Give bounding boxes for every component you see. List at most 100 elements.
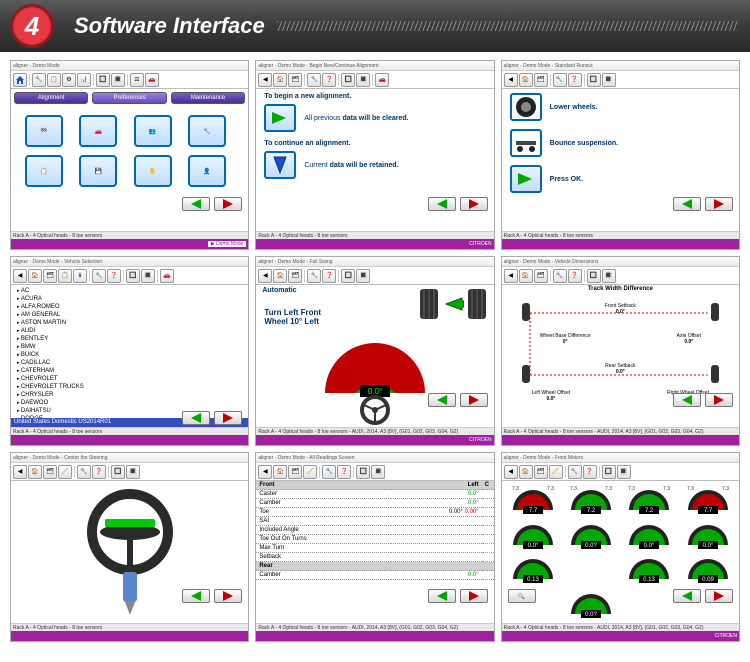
tab-alignment[interactable]: Alignment xyxy=(14,92,88,104)
menu-icon[interactable]: 👥 xyxy=(134,115,172,147)
tool-icon[interactable]: 🔳 xyxy=(356,269,370,283)
list-item[interactable]: BENTLEY xyxy=(17,335,242,343)
tool-icon[interactable]: 🔲 xyxy=(356,465,370,479)
tool-icon[interactable]: 🚗 xyxy=(375,73,389,87)
tool-icon[interactable]: ❓ xyxy=(568,269,582,283)
tool-icon[interactable]: 🔲 xyxy=(126,269,140,283)
tool-icon[interactable]: 🔳 xyxy=(617,465,631,479)
list-item[interactable]: AUDI xyxy=(17,327,242,335)
tool-icon[interactable]: 🔲 xyxy=(587,73,601,87)
tool-icon[interactable]: 📊 xyxy=(77,73,91,87)
home-icon[interactable]: 🏠 xyxy=(519,269,533,283)
tool-icon[interactable]: 🔧 xyxy=(32,73,46,87)
tool-icon[interactable]: 🔳 xyxy=(141,269,155,283)
tool-icon[interactable]: 🔳 xyxy=(602,269,616,283)
next-button[interactable] xyxy=(460,393,488,407)
list-item[interactable]: ACURA xyxy=(17,295,242,303)
list-item[interactable]: ASTON MARTIN xyxy=(17,319,242,327)
list-item[interactable]: CATERHAM xyxy=(17,367,242,375)
home-icon[interactable]: 🏠 xyxy=(273,73,287,87)
back-button[interactable] xyxy=(428,393,456,407)
back-button[interactable] xyxy=(673,393,701,407)
tool-icon[interactable]: ⚖ xyxy=(130,73,144,87)
next-button[interactable] xyxy=(460,589,488,603)
tool-icon[interactable]: 🔲 xyxy=(602,465,616,479)
info-icon[interactable]: ℹ xyxy=(73,269,87,283)
tool-icon[interactable]: ❓ xyxy=(568,73,582,87)
tool-icon[interactable]: 🗂 xyxy=(288,269,302,283)
menu-icon[interactable]: ✋ xyxy=(134,155,172,187)
back-button[interactable] xyxy=(182,411,210,425)
tool-icon[interactable]: ⚙ xyxy=(62,73,76,87)
tool-icon[interactable]: 🗂 xyxy=(534,73,548,87)
next-button[interactable] xyxy=(705,393,733,407)
list-item[interactable]: CADILLAC xyxy=(17,359,242,367)
tool-icon[interactable]: 🧹 xyxy=(58,465,72,479)
back-icon[interactable]: ◀ xyxy=(258,465,272,479)
tool-icon[interactable]: 🔳 xyxy=(371,465,385,479)
tool-icon[interactable]: 🔲 xyxy=(96,73,110,87)
tool-icon[interactable]: 🔧 xyxy=(307,269,321,283)
tool-icon[interactable]: ❓ xyxy=(107,269,121,283)
tool-icon[interactable]: 🚗 xyxy=(160,269,174,283)
back-icon[interactable]: ◀ xyxy=(13,465,27,479)
next-button[interactable] xyxy=(460,197,488,211)
home-icon[interactable] xyxy=(13,73,27,87)
tool-icon[interactable]: 🔧 xyxy=(553,73,567,87)
tool-icon[interactable]: 🔳 xyxy=(602,73,616,87)
tool-icon[interactable]: 🗂 xyxy=(288,465,302,479)
list-item[interactable]: CHEVROLET xyxy=(17,375,242,383)
tool-icon[interactable]: 🔧 xyxy=(307,73,321,87)
back-icon[interactable]: ◀ xyxy=(258,73,272,87)
next-button[interactable] xyxy=(705,197,733,211)
menu-icon[interactable]: 🚗 xyxy=(79,115,117,147)
home-icon[interactable]: 🏠 xyxy=(519,465,533,479)
home-icon[interactable]: 🏠 xyxy=(28,269,42,283)
home-icon[interactable]: 🏠 xyxy=(273,269,287,283)
list-item[interactable]: DAEWOO xyxy=(17,399,242,407)
tool-icon[interactable]: ❓ xyxy=(583,465,597,479)
tool-icon[interactable]: 🧹 xyxy=(549,465,563,479)
tool-icon[interactable]: 🔧 xyxy=(77,465,91,479)
menu-icon[interactable]: 🔧 xyxy=(188,115,226,147)
continue-alignment-button[interactable] xyxy=(264,151,296,179)
back-icon[interactable]: ◀ xyxy=(504,73,518,87)
back-button[interactable] xyxy=(182,589,210,603)
home-icon[interactable]: 🏠 xyxy=(519,73,533,87)
tool-icon[interactable]: 🗂 xyxy=(43,269,57,283)
list-item[interactable]: CHRYSLER xyxy=(17,391,242,399)
next-button[interactable] xyxy=(214,411,242,425)
list-item[interactable]: ALFA ROMEO xyxy=(17,303,242,311)
tool-icon[interactable]: ❓ xyxy=(322,269,336,283)
menu-icon[interactable]: 💾 xyxy=(79,155,117,187)
menu-icon[interactable]: 📋 xyxy=(25,155,63,187)
next-button[interactable] xyxy=(214,589,242,603)
back-icon[interactable]: ◀ xyxy=(13,269,27,283)
tool-icon[interactable]: ❓ xyxy=(337,465,351,479)
tool-icon[interactable]: 🚗 xyxy=(145,73,159,87)
tool-icon[interactable]: 🔲 xyxy=(341,73,355,87)
tool-icon[interactable]: 🔲 xyxy=(587,269,601,283)
tab-preferences[interactable]: Preferences xyxy=(92,92,166,104)
tool-icon[interactable]: 🔧 xyxy=(553,269,567,283)
tab-maintenance[interactable]: Maintenance xyxy=(171,92,245,104)
back-button[interactable] xyxy=(428,589,456,603)
tool-icon[interactable]: 🔧 xyxy=(322,465,336,479)
back-button[interactable] xyxy=(182,197,210,211)
list-item[interactable]: CHEVROLET TRUCKS xyxy=(17,383,242,391)
tool-icon[interactable]: 🔳 xyxy=(356,73,370,87)
tool-icon[interactable]: ❓ xyxy=(322,73,336,87)
back-button[interactable] xyxy=(428,197,456,211)
tool-icon[interactable]: 🗂 xyxy=(288,73,302,87)
tool-icon[interactable]: 🔧 xyxy=(92,269,106,283)
tool-icon[interactable]: 🔲 xyxy=(341,269,355,283)
menu-icon[interactable]: 👤 xyxy=(188,155,226,187)
back-button[interactable] xyxy=(673,197,701,211)
new-alignment-button[interactable] xyxy=(264,104,296,132)
back-icon[interactable]: ◀ xyxy=(504,465,518,479)
list-item[interactable]: AM GENERAL xyxy=(17,311,242,319)
back-button[interactable] xyxy=(673,589,701,603)
back-icon[interactable]: ◀ xyxy=(504,269,518,283)
vehicle-make-list[interactable]: ACACURAALFA ROMEOAM GENERALASTON MARTINA… xyxy=(11,285,248,425)
tool-icon[interactable]: ❓ xyxy=(92,465,106,479)
